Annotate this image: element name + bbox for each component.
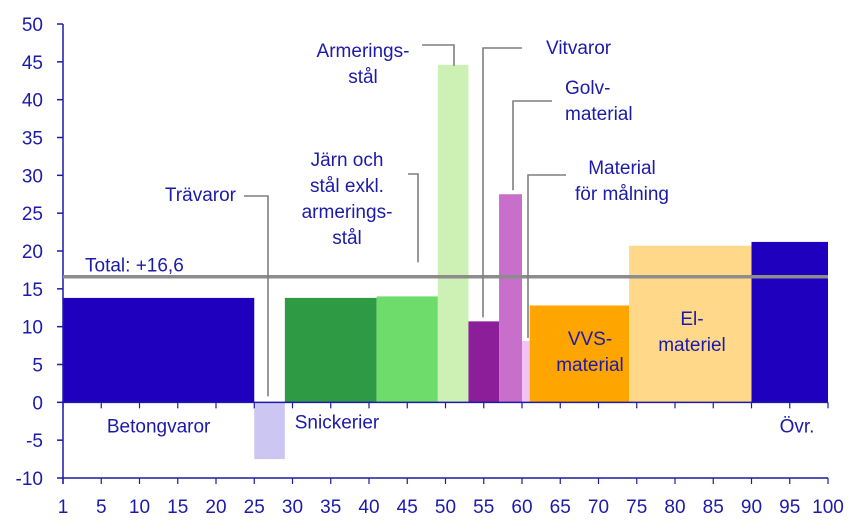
y-tick-label: 20 (22, 242, 43, 263)
x-tick-label: 55 (473, 497, 494, 518)
y-tick-label: 0 (32, 393, 43, 414)
x-tick-label: 45 (397, 497, 418, 518)
bar-8 (522, 341, 530, 403)
label-ovr: Övr. (780, 416, 815, 437)
x-tick-label: 10 (129, 497, 150, 518)
label-material-for-malning-line-1: Material (588, 158, 656, 179)
label-vitvaror: Vitvaror (546, 38, 612, 59)
bar-5 (437, 64, 469, 403)
y-tick-label: 15 (22, 280, 43, 301)
x-tick-label: 40 (358, 497, 379, 518)
x-tick-label: 20 (205, 497, 226, 518)
label-material-for-malning-line-2: för målning (575, 184, 669, 205)
x-tick-label: 30 (282, 497, 303, 518)
leader-vitvaror (482, 47, 522, 318)
label-golvmaterial-line-2: material (565, 104, 633, 125)
x-tick-label: 15 (167, 497, 188, 518)
total-label: Total: +16,6 (85, 256, 184, 277)
x-tick-label: 1 (58, 497, 69, 518)
y-tick-label: 25 (22, 204, 43, 225)
label-jarn-och-stal-line-1: Järn och (311, 150, 384, 171)
x-tick-label: 95 (779, 497, 800, 518)
y-tick-label: 50 (22, 15, 43, 36)
y-tick-label: 5 (32, 356, 43, 377)
bar-11 (751, 241, 828, 403)
y-tick-label: 40 (22, 91, 43, 112)
label-jarn-och-stal-line-3: armerings- (302, 202, 393, 223)
label-snickerier: Snickerier (295, 412, 380, 433)
y-tick-label: 35 (22, 129, 43, 150)
x-tick-label: 80 (664, 497, 685, 518)
bar-6 (468, 321, 500, 403)
y-tick-label: 45 (22, 53, 43, 74)
label-golvmaterial-line-1: Golv- (565, 78, 610, 99)
leader-jarn-och-stal (408, 173, 419, 263)
label-armeringsstal-line-1: Armerings- (317, 41, 410, 62)
bar-10 (629, 245, 752, 403)
label-vvs-material-line-1: VVS- (568, 329, 612, 350)
x-tick-label: 100 (812, 497, 844, 518)
y-tick-label: -5 (26, 431, 43, 452)
bar-4 (376, 296, 438, 403)
x-tick-label: 70 (588, 497, 609, 518)
x-tick-label: 5 (96, 497, 107, 518)
bar-7 (499, 194, 522, 403)
label-el-materiel-line-2: materiel (658, 335, 726, 356)
x-tick-label: 50 (435, 497, 456, 518)
label-el-materiel-line-1: El- (680, 309, 703, 330)
leader-material-for-malning (527, 174, 566, 339)
leader-travaror (244, 195, 269, 397)
label-betongvaror: Betongvaror (107, 416, 211, 437)
bar-1 (63, 297, 255, 403)
x-tick-label: 65 (550, 497, 571, 518)
x-tick-label: 25 (244, 497, 265, 518)
label-vvs-material-line-2: material (556, 355, 624, 376)
label-jarn-och-stal-line-2: stål exkl. (310, 176, 384, 197)
x-tick-label: 60 (511, 497, 532, 518)
label-armeringsstal-line-2: stål (348, 67, 378, 88)
x-tick-label: 35 (320, 497, 341, 518)
y-tick-label: 30 (22, 166, 43, 187)
x-tick-label: 75 (626, 497, 647, 518)
leader-golvmaterial (512, 100, 552, 191)
y-tick-label: 10 (22, 318, 43, 339)
y-tick-label: -10 (16, 469, 43, 490)
bar-2 (254, 402, 285, 460)
leader-armeringsstal (422, 44, 455, 66)
bar-9 (529, 305, 630, 403)
bar-3 (284, 297, 377, 403)
label-travaror: Trävaror (165, 185, 237, 206)
x-tick-label: 85 (703, 497, 724, 518)
label-jarn-och-stal-line-4: stål (332, 228, 362, 249)
x-tick-label: 90 (741, 497, 762, 518)
